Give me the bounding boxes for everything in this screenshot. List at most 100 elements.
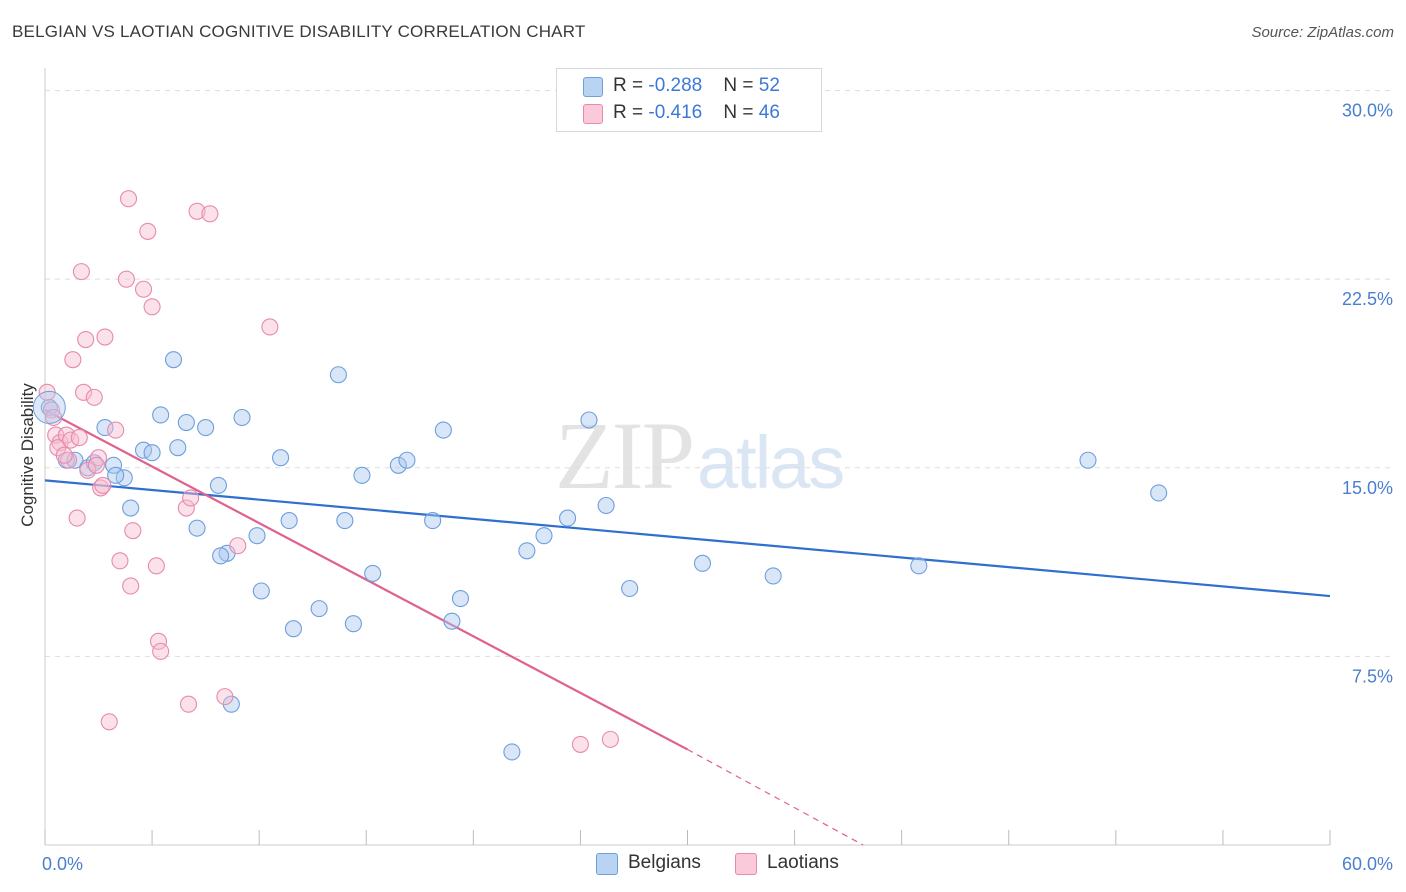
laotian-point bbox=[143, 298, 161, 316]
belgian-point-large bbox=[32, 390, 66, 424]
laotian-point bbox=[152, 642, 170, 660]
laotian-point bbox=[111, 552, 129, 570]
belgian-point bbox=[503, 743, 521, 761]
belgian-point bbox=[364, 564, 382, 582]
laotian-point bbox=[139, 222, 157, 240]
belgian-point bbox=[389, 456, 407, 474]
laotian-point bbox=[79, 461, 97, 479]
belgian-point bbox=[580, 411, 598, 429]
belgian-point bbox=[518, 542, 536, 560]
series-label-belgians: Belgians bbox=[628, 852, 701, 873]
belgian-point bbox=[597, 496, 615, 515]
laotian-point bbox=[92, 479, 110, 497]
laotian-point bbox=[122, 577, 140, 595]
data-points bbox=[32, 190, 1168, 761]
laotian-point bbox=[55, 446, 73, 464]
trend-lines bbox=[44, 408, 1331, 846]
belgian-point bbox=[280, 512, 298, 530]
laotian-point bbox=[188, 202, 206, 220]
laotian-point bbox=[107, 421, 125, 439]
laotian-point bbox=[68, 509, 86, 527]
chart-title: BELGIAN VS LAOTIAN COGNITIVE DISABILITY … bbox=[12, 22, 586, 41]
series-label-laotians: Laotians bbox=[767, 852, 839, 873]
belgian-point bbox=[1150, 484, 1168, 502]
belgian-point bbox=[353, 466, 371, 484]
belgian-point bbox=[535, 527, 553, 545]
laotian-point bbox=[134, 280, 153, 298]
x-tick-label: 0.0% bbox=[42, 854, 83, 874]
belgian-point bbox=[764, 567, 782, 585]
belgian-point bbox=[248, 527, 266, 545]
belgian-point bbox=[152, 406, 170, 424]
belgian-point bbox=[212, 547, 230, 565]
laotian-point bbox=[96, 328, 114, 346]
watermark-atlas: atlas bbox=[697, 421, 845, 504]
belgian-point bbox=[107, 466, 125, 484]
tick-labels: 7.5% 15.0% 22.5% 30.0% 0.0% 60.0% bbox=[42, 101, 1393, 874]
series-swatch-laotians bbox=[735, 853, 757, 875]
belgian-point bbox=[310, 600, 328, 618]
belgian-point bbox=[252, 582, 270, 600]
laotian-point bbox=[571, 735, 589, 753]
axes bbox=[44, 68, 1331, 846]
y-tick-label: 22.5% bbox=[1342, 289, 1393, 309]
correlation-legend: R = -0.288 N = 52 R = -0.416 N = 46 bbox=[556, 68, 822, 132]
grid-lines bbox=[45, 90, 1392, 657]
y-axis-label: Cognitive Disability bbox=[18, 383, 37, 527]
belgian-point bbox=[143, 444, 161, 462]
y-tick-label: 30.0% bbox=[1342, 101, 1393, 121]
laotian-point bbox=[70, 429, 88, 447]
belgian-point bbox=[197, 419, 215, 437]
laotian-point bbox=[147, 557, 165, 575]
belgian-point bbox=[621, 579, 639, 598]
belgian-point bbox=[1079, 451, 1097, 469]
laotian-point bbox=[177, 499, 195, 517]
belgian-point bbox=[336, 512, 354, 530]
belgian-point bbox=[164, 351, 183, 369]
laotian-point bbox=[261, 318, 279, 336]
belgian-point bbox=[104, 456, 123, 474]
belgian-point bbox=[284, 620, 302, 638]
laotian-point bbox=[75, 383, 93, 401]
belgian-point bbox=[169, 439, 187, 457]
belgian-point bbox=[693, 554, 712, 572]
laotian-point bbox=[87, 456, 105, 474]
watermark-zip: ZIP bbox=[555, 402, 695, 509]
laotian-point bbox=[124, 522, 142, 540]
legend-text-belgians: R = -0.288 N = 52 bbox=[613, 75, 780, 96]
belgian-point bbox=[910, 557, 928, 575]
y-tick-label: 7.5% bbox=[1352, 666, 1393, 686]
laotians-trend-extension bbox=[687, 748, 864, 846]
watermark: ZIPatlas bbox=[555, 400, 845, 511]
laotian-point bbox=[179, 695, 198, 713]
chart-source: Source: ZipAtlas.com bbox=[1251, 24, 1394, 41]
laotian-point bbox=[216, 688, 234, 706]
belgian-point bbox=[122, 499, 140, 517]
laotian-point bbox=[77, 330, 95, 349]
laotian-point bbox=[601, 730, 619, 748]
belgians-trend-line bbox=[44, 479, 1331, 598]
legend-swatch-laotians bbox=[583, 104, 603, 124]
legend-swatch-belgians bbox=[583, 77, 603, 97]
y-tick-label: 15.0% bbox=[1342, 478, 1393, 498]
laotian-point bbox=[94, 476, 112, 494]
laotian-point bbox=[72, 263, 90, 281]
belgian-point bbox=[272, 449, 290, 467]
belgian-point bbox=[434, 421, 452, 439]
belgian-point bbox=[398, 451, 416, 469]
belgian-point bbox=[209, 476, 228, 494]
belgian-point bbox=[188, 519, 206, 537]
laotian-point bbox=[182, 489, 200, 507]
x-tick-label: 60.0% bbox=[1342, 854, 1393, 874]
laotian-point bbox=[64, 351, 82, 369]
laotian-point bbox=[100, 713, 118, 731]
belgian-point bbox=[96, 419, 114, 437]
laotian-point bbox=[85, 388, 103, 406]
belgian-point bbox=[443, 612, 461, 630]
laotian-point bbox=[201, 205, 219, 223]
belgian-point bbox=[66, 451, 84, 469]
belgian-point bbox=[233, 408, 251, 427]
series-swatch-belgians bbox=[596, 853, 618, 875]
belgian-point bbox=[177, 413, 195, 432]
